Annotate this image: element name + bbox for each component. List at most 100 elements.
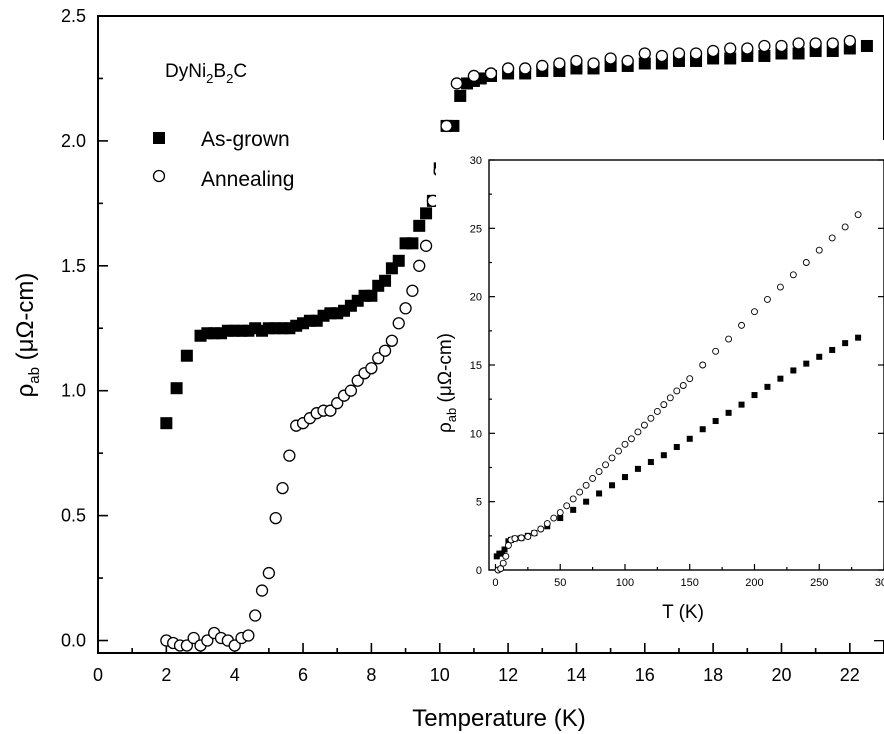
main-point-annealing (724, 42, 737, 55)
inset-point-annealing (828, 234, 836, 242)
inset-x-tick-label: 150 (681, 577, 699, 589)
inset-point-as-grown (777, 375, 784, 382)
inset-series-annealing (494, 211, 862, 574)
main-point-as-grown (420, 207, 433, 220)
inset-y-axis: 0 5 10 15 20 25 30 (470, 155, 884, 577)
legend-label-annealing: Annealing (201, 168, 294, 191)
main-point-annealing (255, 584, 269, 597)
main-y-axis-title: ρab (μΩ-cm) (12, 273, 43, 398)
inset-point-as-grown (647, 459, 654, 466)
inset-x-axis-title: T (K) (662, 602, 704, 623)
main-x-tick-label: 6 (298, 665, 308, 685)
inset-x-tick-label: 200 (745, 577, 763, 589)
inset-point-annealing (802, 259, 810, 266)
inset-point-annealing (589, 474, 597, 482)
main-x-tick-label: 8 (366, 665, 376, 685)
inset-point-annealing (841, 223, 849, 231)
main-point-as-grown (180, 349, 193, 362)
main-point-annealing (228, 639, 241, 652)
main-x-tick-label: 4 (230, 665, 240, 685)
inset-x-axis: 0 50 100 150 200 250 300 (492, 564, 884, 589)
inset-point-annealing (569, 495, 577, 503)
inset-point-as-grown (621, 474, 628, 481)
inset-y-tick-label: 10 (470, 428, 482, 440)
main-point-annealing (553, 57, 566, 70)
inset-point-annealing (699, 361, 707, 369)
inset-point-as-grown (699, 426, 706, 433)
inset-background (436, 140, 884, 640)
main-point-as-grown (160, 417, 173, 430)
main-point-as-grown (724, 52, 737, 65)
compound-part-2: 2 (206, 71, 213, 86)
main-point-annealing (269, 511, 282, 525)
main-point-annealing (201, 634, 214, 647)
inset-point-as-grown (609, 482, 616, 489)
inset-point-annealing (608, 454, 616, 462)
inset-point-as-grown (829, 346, 836, 353)
inset-point-annealing (615, 447, 622, 455)
inset-point-as-grown (557, 515, 564, 522)
main-plot-frame (97, 15, 884, 654)
inset-point-as-grown (725, 409, 732, 416)
main-point-annealing (655, 49, 669, 63)
main-y-tick-label: 2.0 (61, 131, 86, 151)
inset-point-as-grown (738, 401, 745, 408)
inset-point-annealing (673, 387, 681, 395)
inset-y-tick-label: 20 (470, 292, 482, 304)
inset-point-annealing (517, 534, 525, 542)
inset-y-tick-label: 30 (470, 155, 482, 167)
inset-point-as-grown (816, 353, 823, 360)
inset-point-annealing (751, 308, 758, 316)
inset-point-annealing (686, 375, 694, 383)
main-point-annealing (372, 352, 385, 365)
inset-x-tick-label: 250 (810, 577, 828, 589)
main-x-tick-label: 14 (566, 665, 586, 685)
inset-point-as-grown (501, 546, 508, 553)
inset-point-as-grown (790, 367, 797, 374)
main-point-annealing (413, 259, 426, 272)
inset-point-as-grown (764, 383, 771, 390)
main-point-annealing (792, 37, 805, 50)
main-point-annealing (672, 47, 686, 60)
main-point-annealing (450, 77, 463, 90)
main-point-annealing (519, 62, 532, 75)
inset-point-annealing (738, 321, 745, 329)
compound-part-5: C (233, 61, 247, 82)
main-point-as-grown (758, 49, 771, 62)
main-point-annealing (843, 34, 856, 48)
main-point-annealing (440, 119, 453, 133)
main-series (160, 34, 873, 652)
main-x-axis-title: Temperature (K) (412, 705, 585, 732)
inset-point-annealing (666, 394, 674, 402)
compound-part-3: B (213, 61, 226, 82)
main-y-axis-title-base: ρ (12, 384, 39, 398)
inset-point-annealing (524, 533, 532, 540)
main-series-annealing (160, 34, 856, 652)
inset-point-annealing (530, 529, 538, 537)
main-x-tick-label: 2 (161, 665, 171, 685)
inset-point-annealing (550, 514, 558, 522)
inset-y-axis-title-sub: ab (444, 408, 459, 422)
inset-point-annealing (621, 440, 629, 448)
compound-annotation: DyNi2B2C (165, 61, 247, 86)
main-point-annealing (570, 54, 583, 68)
main-point-annealing (484, 67, 498, 80)
inset-point-annealing (543, 520, 551, 527)
main-point-annealing (741, 42, 754, 55)
compound-part-4: 2 (226, 71, 233, 86)
main-point-annealing (706, 44, 720, 58)
main-plot: 0 2 4 6 8 10 12 14 16 18 20 22 0.00.51.01.52.02.5 T… (12, 6, 884, 732)
main-y-axis: 0.0 0.5 1.0 1.5 2.0 2.5 (61, 6, 884, 651)
inset-point-as-grown (583, 498, 590, 505)
main-point-annealing (351, 374, 364, 387)
main-point-annealing (604, 52, 617, 65)
inset-point-as-grown (751, 392, 758, 399)
main-point-as-grown (792, 47, 805, 60)
inset-point-annealing (763, 295, 771, 303)
inset-point-annealing (499, 559, 507, 567)
inset-point-as-grown (712, 418, 719, 425)
inset-y-tick-label: 5 (476, 497, 482, 509)
inset-y-axis-title: ρab (μΩ-cm) (435, 333, 459, 433)
inset-point-annealing (815, 246, 823, 254)
